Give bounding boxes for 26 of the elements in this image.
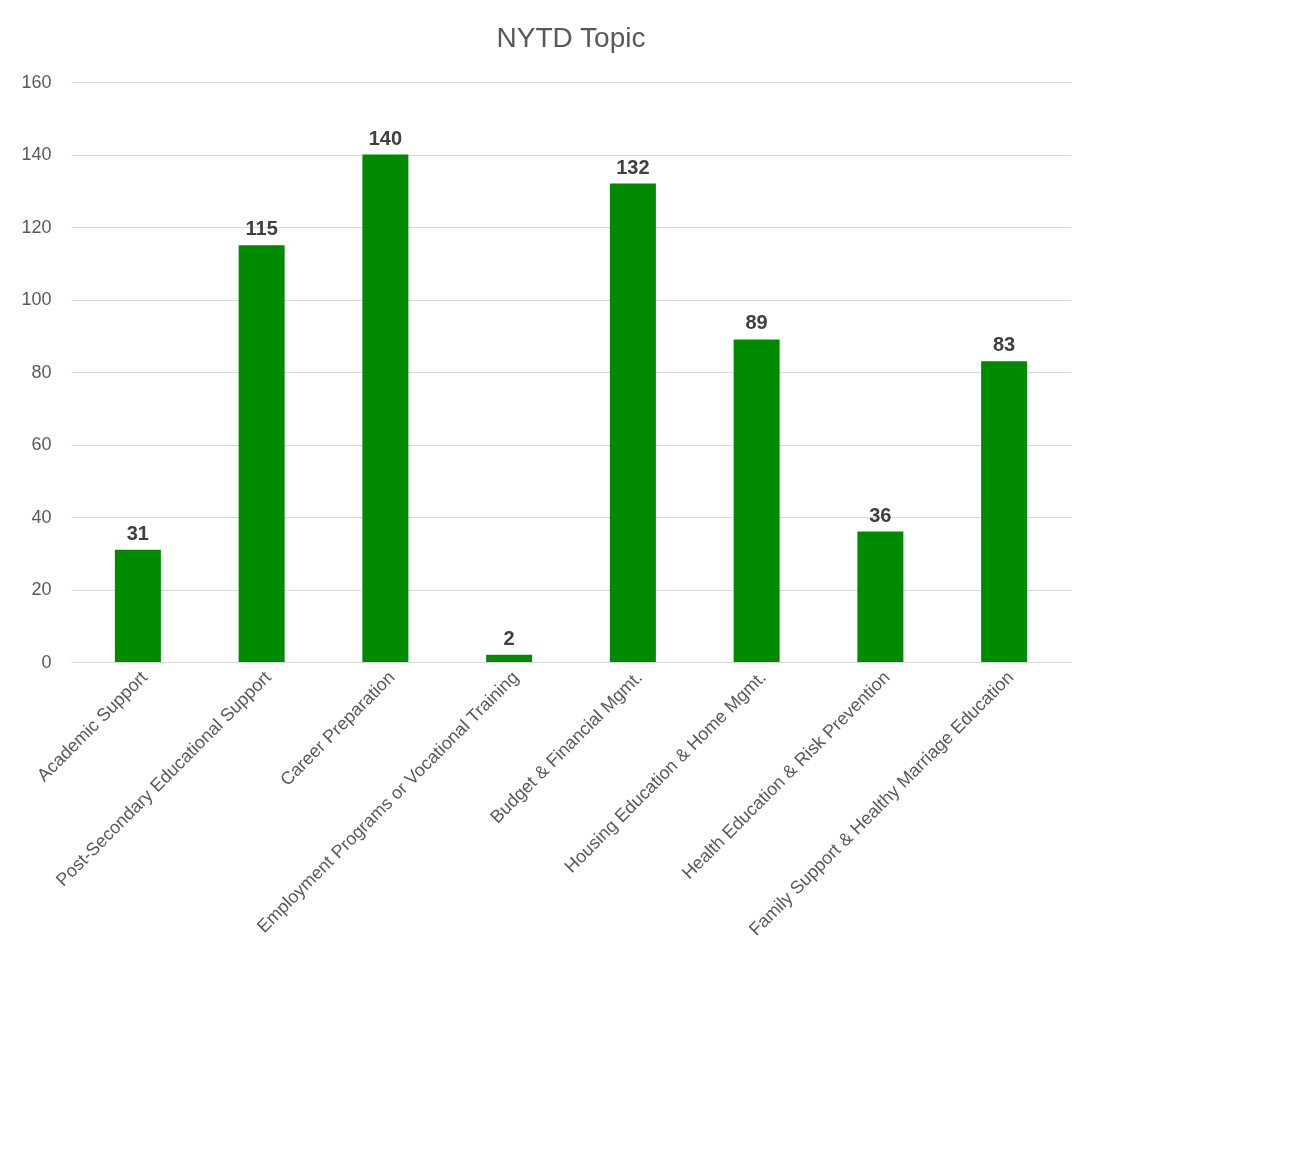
y-tick-label: 60 xyxy=(31,434,52,454)
data-label: 31 xyxy=(126,521,149,544)
data-label: 36 xyxy=(869,503,892,526)
data-label: 2 xyxy=(503,626,515,649)
y-tick-label: 80 xyxy=(31,361,52,382)
bar xyxy=(114,549,161,662)
data-label: 83 xyxy=(993,333,1016,356)
y-tick-label: 100 xyxy=(21,289,52,309)
y-tick-label: 0 xyxy=(41,651,52,672)
y-tick-label: 160 xyxy=(21,71,52,92)
data-label: 132 xyxy=(616,155,650,178)
bar xyxy=(981,361,1028,662)
data-label: 115 xyxy=(245,217,278,240)
bar xyxy=(857,531,904,662)
bar xyxy=(362,154,409,662)
data-label: 89 xyxy=(745,311,768,334)
bar xyxy=(238,245,285,662)
bar xyxy=(733,339,780,662)
y-tick-label: 140 xyxy=(21,144,52,164)
bar xyxy=(609,183,656,662)
chart-title: NYTD Topic xyxy=(496,22,646,53)
data-label: 140 xyxy=(368,126,403,149)
y-tick-label: 120 xyxy=(21,216,52,237)
y-tick-label: 20 xyxy=(31,579,52,599)
y-tick-label: 40 xyxy=(31,506,52,527)
bar xyxy=(486,654,533,662)
